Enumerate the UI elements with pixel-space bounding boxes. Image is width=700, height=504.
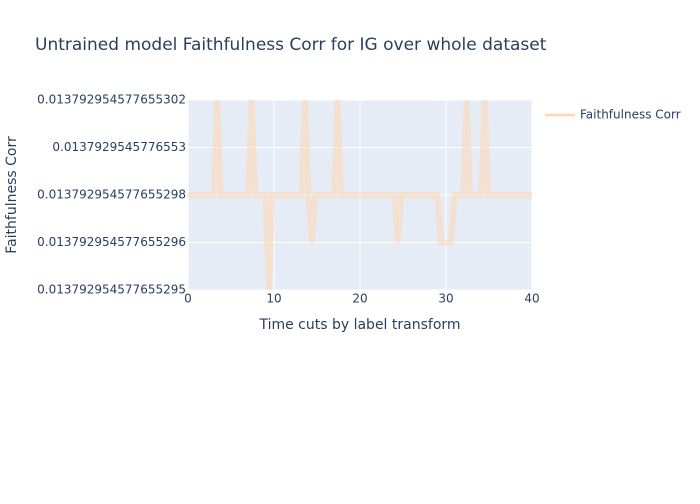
chart-title: Untrained model Faithfulness Corr for IG…	[35, 35, 547, 55]
x-tick-label: 0	[184, 292, 192, 306]
y-tick-label: 0.013792954577655296	[37, 235, 186, 249]
y-tick-label: 0.013792954577655298	[37, 188, 186, 202]
x-tick-label: 40	[524, 292, 539, 306]
y-tick-label: 0.013792954577655302	[37, 93, 186, 107]
x-tick-label: 30	[438, 292, 453, 306]
x-tick-label: 10	[266, 292, 281, 306]
x-tick-label: 20	[352, 292, 367, 306]
x-axis-label: Time cuts by label transform	[258, 317, 460, 333]
line	[188, 99, 532, 291]
legend-label: Faithfulness Corr	[580, 108, 681, 122]
marks	[188, 99, 532, 291]
y-tick-label: 0.013792954577655295	[37, 283, 186, 297]
y-axis-label: Faithfulness Corr	[4, 136, 20, 254]
y-tick-label: 0.0137929545776553	[52, 140, 186, 154]
